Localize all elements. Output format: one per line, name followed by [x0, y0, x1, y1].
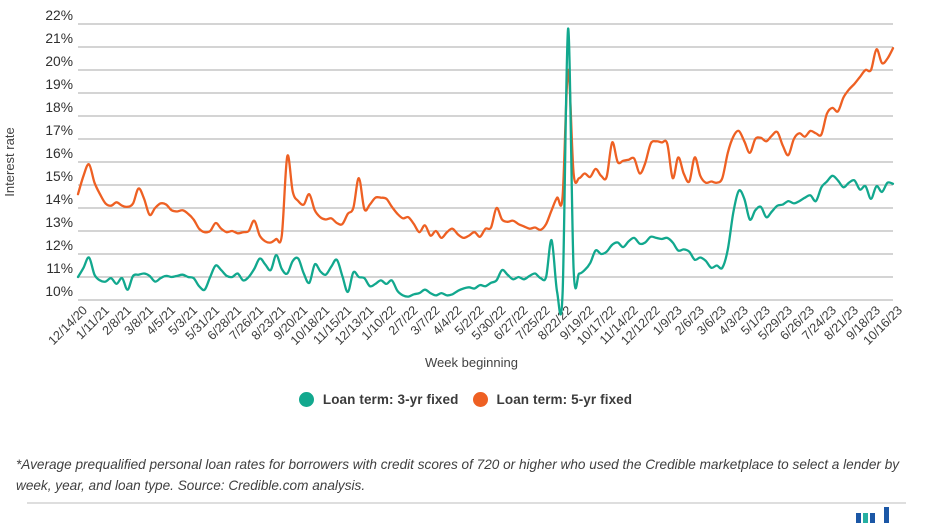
- legend-label-3yr: Loan term: 3-yr fixed: [322, 392, 459, 407]
- y-axis-tick-label: 10%: [45, 284, 73, 299]
- logo-bar: [856, 513, 861, 523]
- series-line-5yr-fixed: [76, 47, 895, 244]
- legend-dot-5yr-icon: [472, 392, 488, 407]
- logo-bar: [884, 507, 889, 523]
- y-axis-tick-label: 11%: [46, 261, 73, 276]
- legend-label-5yr: Loan term: 5-yr fixed: [496, 392, 633, 407]
- legend-item-3yr-fixed: Loan term: 3-yr fixed: [298, 392, 459, 407]
- y-axis-tick-label: 12%: [45, 238, 73, 253]
- logo-bar: [863, 513, 868, 523]
- legend-dot-3yr-icon: [298, 392, 314, 407]
- y-axis-tick-label: 17%: [45, 123, 73, 138]
- y-axis-title: Interest rate: [2, 127, 17, 196]
- bottom-divider: [27, 502, 906, 504]
- y-axis-tick-label: 16%: [45, 146, 73, 161]
- credible-bar-chart-logo-icon: [856, 506, 892, 523]
- chart-legend: Loan term: 3-yr fixed Loan term: 5-yr fi…: [0, 392, 931, 407]
- x-axis-title: Week beginning: [425, 355, 518, 370]
- y-axis-tick-label: 14%: [45, 192, 73, 207]
- y-axis-tick-label: 21%: [45, 31, 73, 46]
- y-axis-tick-label: 20%: [45, 54, 73, 69]
- y-axis-tick-label: 22%: [45, 8, 73, 23]
- source-footnote: *Average prequalified personal loan rate…: [16, 456, 900, 493]
- y-axis-tick-label: 13%: [45, 215, 73, 230]
- loan-rates-line-chart: 22%21%20%19%18%17%16%15%14%13%12%11%10%1…: [2, 8, 905, 370]
- series-line-3yr-fixed: [76, 27, 895, 316]
- y-axis-tick-label: 18%: [45, 100, 73, 115]
- y-axis-tick-label: 19%: [45, 77, 73, 92]
- logo-bar: [870, 513, 875, 523]
- y-axis-tick-label: 15%: [45, 169, 73, 184]
- legend-item-5yr-fixed: Loan term: 5-yr fixed: [472, 392, 633, 407]
